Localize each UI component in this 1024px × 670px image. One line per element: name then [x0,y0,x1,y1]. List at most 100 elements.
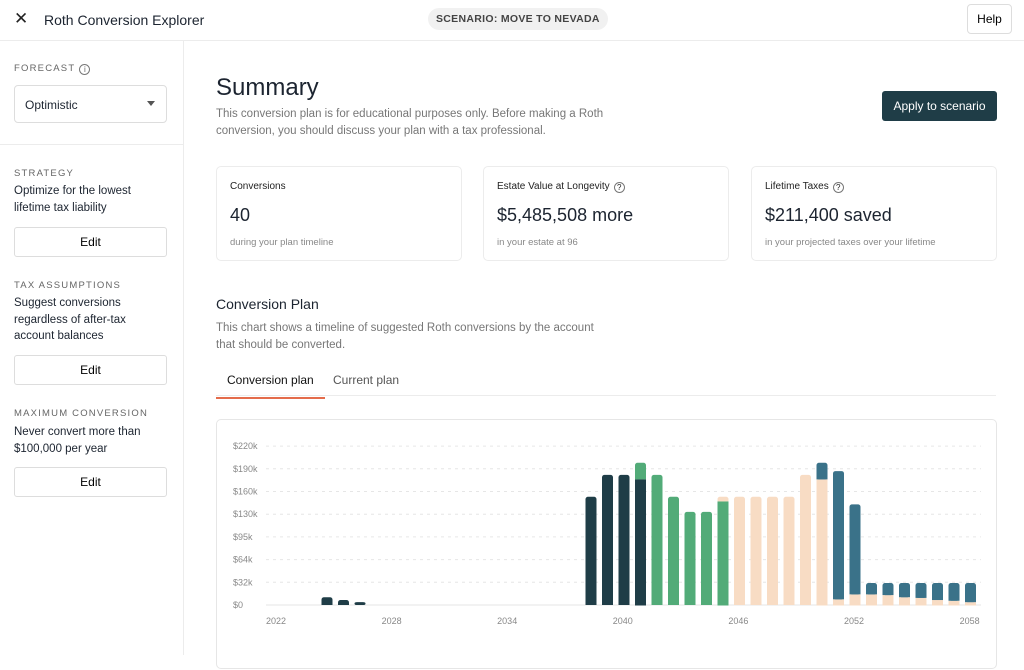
chart-svg: $0 $32k $64k $95k $130k $160k $190k $220k 2022 20… [233,441,981,626]
conversion-chart: $0 $32k $64k $95k $130k $160k $190k $220k 2022 20… [216,419,997,669]
bar-segment [948,583,960,601]
bar-segment-base [932,597,943,601]
bar-segment [833,599,844,606]
bar-segment [948,600,960,606]
plan-description: This chart shows a timeline of suggested… [216,322,594,351]
tab-current-plan[interactable]: Current plan [333,373,400,387]
bar-segment-base [701,602,712,605]
y-tick-label: $160k [233,487,258,497]
y-tick-label: $64k [233,555,253,565]
tax-assumptions-label: TAX ASSUMPTIONS [14,280,122,291]
bar-segment [816,462,828,480]
bar-segment-base [321,602,333,605]
card-title: Lifetime Taxes? [765,181,983,195]
bar-segment [717,501,729,606]
card-subtext: in your projected taxes over your lifeti… [765,237,936,248]
section-title: Conversion Plan [216,296,319,312]
card-value: $5,485,508 more [497,205,634,225]
x-tick-label: 2052 [844,616,864,626]
edit-strategy-button[interactable]: Edit [14,227,167,257]
bar-segment [816,479,828,606]
bar-segment [882,595,894,606]
strategy-label: STRATEGY [14,168,75,179]
bar-segment [866,594,877,606]
info-icon[interactable]: i [79,64,91,75]
estate-value-card: Estate Value at Longevity? $5,485,508 mo… [483,166,729,261]
apply-to-scenario-button[interactable]: Apply to scenario [882,91,997,121]
y-tick-label: $32k [233,577,253,587]
card-title: Conversions [230,181,286,192]
bar-segment [833,471,844,600]
bar-segment [849,504,861,595]
y-tick-label: $95k [233,532,253,542]
bar-segment-base [899,594,910,598]
bar-segment-base [915,594,927,598]
strategy-text: Optimize for the lowest lifetime tax lia… [14,185,131,214]
y-tick-label: $130k [233,509,258,519]
x-tick-label: 2040 [613,616,633,626]
bar-segment-base [651,602,663,605]
scenario-badge: SCENARIO: MOVE TO NEVADA [428,8,608,30]
tax-assumptions-text: Suggest conversions regardless of after-… [14,297,126,342]
bar-segment [668,496,679,605]
bar-segment-base [750,602,762,605]
bar-segment [701,511,712,605]
max-conversion-text: Never convert more than $100,000 per yea… [14,426,141,455]
divider [0,144,183,145]
bar-segment [882,583,894,596]
bar-segment-base [849,591,861,595]
plan-tabs: Conversion plan Current plan [216,366,996,399]
forecast-value: Optimistic [25,98,78,112]
bar-segment [618,474,630,605]
bar-segment [651,474,663,605]
x-tick-label: 2046 [728,616,748,626]
bar-segment [800,474,811,605]
x-tick-label: 2022 [266,616,286,626]
bar-segment [585,496,597,605]
forecast-label-text: FORECAST [14,63,76,74]
bar-segment-base [816,476,828,480]
bar-segment-base [800,602,811,605]
edit-max-conversion-button[interactable]: Edit [14,467,167,497]
y-tick-label: $220k [233,441,258,451]
bar-segment-base [965,599,976,603]
card-value: 40 [230,205,251,225]
help-icon[interactable]: ? [613,182,625,193]
card-title-text: Lifetime Taxes [765,181,829,192]
tab-conversion-plan[interactable]: Conversion plan [216,373,325,399]
bar-segment [635,462,646,480]
bar-segment-base [618,602,630,605]
top-bar: ✕ Roth Conversion Explorer SCENARIO: MOV… [0,0,1024,41]
bar-segment-base [684,602,696,605]
bar-segment-base [767,602,778,605]
bar-segment-base [585,602,597,605]
max-conversion-label: MAXIMUM CONVERSION [14,408,149,419]
help-button[interactable]: Help [967,4,1012,34]
page-title: Summary [216,74,319,101]
help-icon[interactable]: ? [832,182,844,193]
forecast-select[interactable]: Optimistic [14,85,167,123]
forecast-label: FORECAST i [14,63,91,75]
bar-segment [750,496,762,605]
close-icon[interactable]: ✕ [14,9,29,28]
bar-segment-base [948,597,960,601]
x-tick-label: 2058 [960,616,980,626]
card-title: Estate Value at Longevity? [497,181,715,195]
bar-segment [767,496,778,605]
bar-segment-base [338,603,349,605]
bar-segment [602,474,613,605]
bar-segment [899,583,910,598]
conversions-card: Conversions 40 during your plan timeline [216,166,462,261]
bar-segment-base [882,592,894,596]
x-tick-label: 2034 [497,616,517,626]
bar-segment [965,602,976,606]
bar-segment [849,594,861,606]
bar-segment [932,600,943,606]
card-value: $211,400 saved [765,205,892,225]
bar-segment [734,496,745,605]
bar-segment [915,583,927,598]
bar-segment-base [833,596,844,600]
y-tick-label: $190k [233,464,258,474]
x-tick-label: 2028 [382,616,402,626]
edit-tax-assumptions-button[interactable]: Edit [14,355,167,385]
